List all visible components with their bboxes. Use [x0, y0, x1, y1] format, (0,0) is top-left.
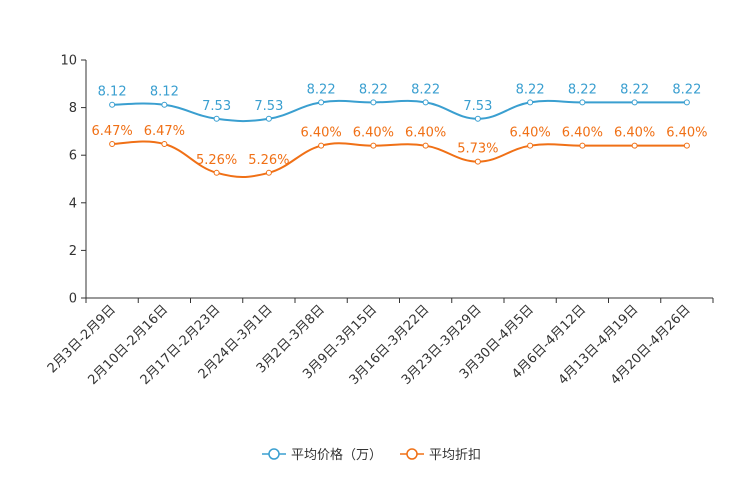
data-point[interactable]	[318, 142, 325, 149]
data-label: 6.40%	[614, 126, 655, 141]
data-label: 8.22	[516, 82, 545, 97]
data-point[interactable]	[527, 142, 534, 149]
data-label: 8.22	[411, 82, 440, 97]
legend-marker-icon	[268, 448, 280, 460]
data-label: 8.22	[307, 82, 336, 97]
data-point[interactable]	[422, 99, 429, 106]
data-label: 6.40%	[562, 126, 603, 141]
chart-series: 8.12 8.12 7.53 7.53 8.22 8.22 8.22 7.53 8.22 8.22…	[91, 82, 708, 179]
data-label: 7.53	[254, 99, 283, 114]
data-label: 8.22	[568, 82, 597, 97]
legend-item[interactable]: 平均折扣	[400, 448, 481, 463]
data-label: 6.40%	[666, 126, 707, 141]
data-point[interactable]	[631, 99, 638, 106]
series-line	[112, 140, 687, 179]
data-label: 6.40%	[405, 126, 446, 141]
data-point[interactable]	[109, 141, 116, 148]
data-point[interactable]	[683, 99, 690, 106]
y-tick-label: 10	[60, 54, 77, 69]
data-point[interactable]	[265, 169, 272, 176]
series-1: 8.12 8.12 7.53 7.53 8.22 8.22 8.22 7.53 8.22 8.22…	[98, 82, 701, 123]
data-label: 6.47%	[144, 124, 185, 139]
y-tick-label: 4	[69, 196, 77, 211]
data-label: 7.53	[202, 99, 231, 114]
series-line	[112, 99, 687, 123]
data-point[interactable]	[161, 141, 168, 148]
data-point[interactable]	[161, 101, 168, 108]
data-label: 6.47%	[91, 124, 132, 139]
y-tick-label: 6	[69, 149, 77, 164]
data-point[interactable]	[683, 142, 690, 149]
y-tick-label: 0	[69, 292, 77, 307]
data-point[interactable]	[631, 142, 638, 149]
legend-label: 平均价格（万）	[291, 447, 382, 463]
data-point[interactable]	[422, 142, 429, 149]
legend-item[interactable]: 平均价格（万）	[262, 447, 382, 463]
data-label: 6.40%	[300, 126, 341, 141]
data-label: 5.26%	[248, 153, 289, 168]
data-label: 8.22	[672, 82, 701, 97]
chart-legend[interactable]: 平均价格（万） 平均折扣	[262, 447, 481, 463]
data-point[interactable]	[213, 169, 220, 176]
legend-label: 平均折扣	[429, 448, 481, 463]
data-point[interactable]	[579, 99, 586, 106]
data-point[interactable]	[370, 142, 377, 149]
data-point[interactable]	[265, 115, 272, 122]
y-tick-label: 2	[69, 244, 77, 259]
data-label: 7.53	[463, 99, 492, 114]
data-label: 5.73%	[457, 142, 498, 157]
data-label: 8.22	[359, 82, 388, 97]
data-point[interactable]	[370, 99, 377, 106]
data-point[interactable]	[579, 142, 586, 149]
y-tick-label: 8	[69, 101, 77, 116]
data-point[interactable]	[527, 99, 534, 106]
data-label: 8.12	[150, 85, 179, 100]
series-2: 6.47% 6.47% 5.26% 5.26% 6.40% 6.40% 6.40% 5.73%…	[91, 124, 708, 179]
data-point[interactable]	[474, 115, 481, 122]
data-label: 6.40%	[353, 126, 394, 141]
data-label: 8.12	[98, 85, 127, 100]
data-point[interactable]	[213, 115, 220, 122]
data-point[interactable]	[474, 158, 481, 165]
data-label: 6.40%	[509, 126, 550, 141]
data-label: 5.26%	[196, 153, 237, 168]
legend-marker-icon	[406, 448, 418, 460]
data-label: 8.22	[620, 82, 649, 97]
data-point[interactable]	[109, 101, 116, 108]
data-point[interactable]	[318, 99, 325, 106]
